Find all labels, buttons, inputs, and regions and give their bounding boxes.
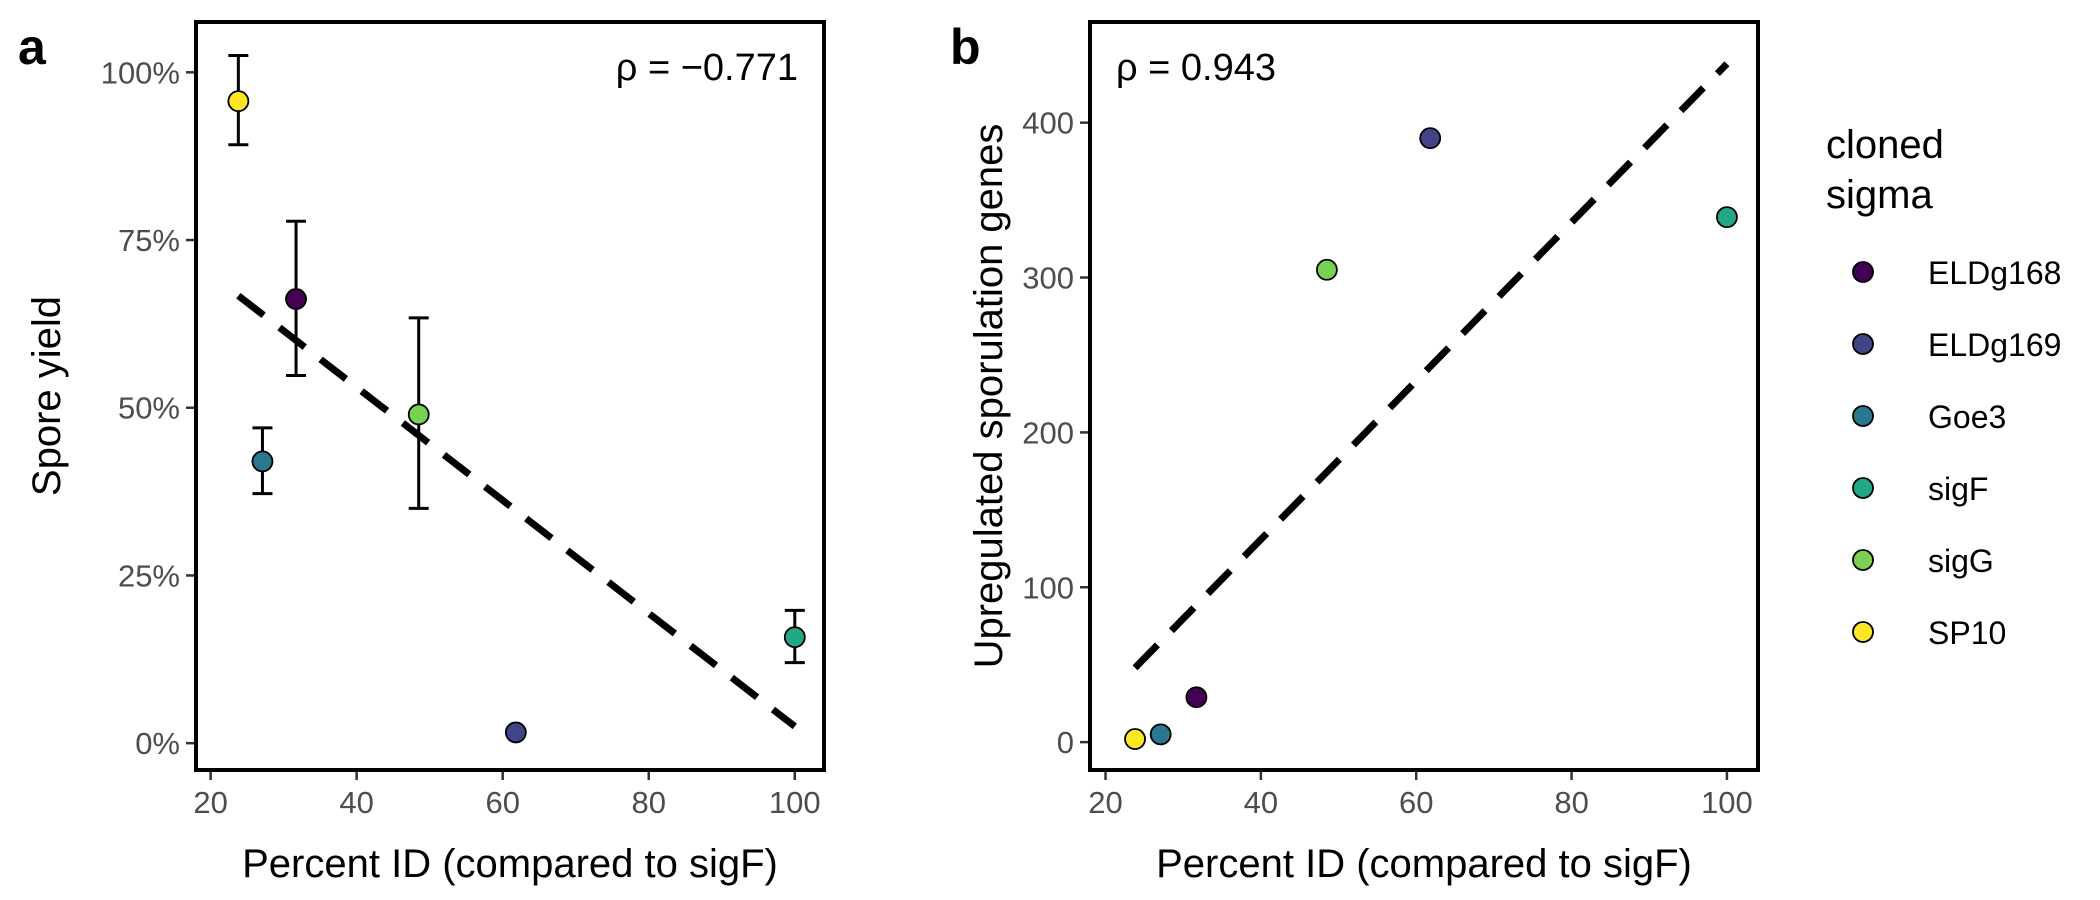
panel-b-rho-annotation: ρ = 0.943 (1116, 47, 1276, 89)
panel-b-x-tick-label: 20 (1088, 785, 1122, 820)
panel-a-x-axis-title: Percent ID (compared to sigF) (242, 842, 778, 886)
panel-a-x-tick-label: 60 (485, 785, 519, 820)
legend: cloned sigma ELDg168 ELDg169 Goe3 sigF sigG S… (1826, 123, 2061, 651)
panel-a-x-tick-label: 100 (769, 785, 821, 820)
panel-b-point-eldg168 (1185, 686, 1208, 709)
legend-item-goe3-label: Goe3 (1928, 399, 2006, 435)
legend-item-goe3-marker (1852, 405, 1874, 427)
panel-a-y-tick-label: 75% (118, 223, 180, 258)
panel-a-y-tick-label: 0% (135, 726, 180, 761)
panel-b-y-tick-label: 0 (1057, 725, 1074, 760)
panel-b-points (1124, 127, 1738, 750)
panel-b-point-eldg169 (1419, 127, 1442, 150)
legend-item-sp10-marker (1852, 621, 1874, 643)
panel-a-x-tick-label: 20 (193, 785, 227, 820)
panel-a-y-tick-label: 50% (118, 391, 180, 426)
panel-b-trend-line (1132, 61, 1730, 671)
legend-item-sp10-label: SP10 (1928, 615, 2006, 651)
panel-a-point-sigg (407, 403, 430, 426)
panel-a-point-sigf (783, 626, 806, 649)
panel-a-points (227, 90, 806, 744)
legend-title-line-2: sigma (1826, 173, 1933, 217)
panel-b-x-axis-title: Percent ID (compared to sigF) (1156, 842, 1692, 886)
legend-item-sigf-marker (1852, 477, 1874, 499)
panel-b-x-tick-label: 100 (1701, 785, 1753, 820)
panel-b-point-sp10 (1124, 728, 1146, 750)
panel-b-y-tick-label: 300 (1022, 261, 1074, 296)
legend-item-sigf-label: sigF (1928, 471, 1988, 507)
panel-b-y-tick-label: 400 (1022, 106, 1074, 141)
legend-item-sigg-label: sigG (1928, 543, 1994, 579)
legend-item-eldg169-marker (1852, 333, 1874, 355)
panel-b-point-sigf (1716, 206, 1738, 229)
panel-b-label: b (950, 19, 981, 75)
panel-b-trend-group (1132, 61, 1730, 671)
panel-b-y-tick-label: 100 (1022, 570, 1074, 605)
panel-b-frame (1088, 20, 1760, 772)
panel-a-x-tick-label: 40 (339, 785, 373, 820)
panel-a-point-eldg169 (504, 721, 527, 744)
panel-a-y-tick-label: 25% (118, 558, 180, 593)
panel-b-ticks: 20 40 60 80 100 0 100 200 300 400 (1022, 106, 1753, 820)
panel-a-ticks: 20 40 60 80 100 0% 25% 50% 75% 100% (101, 55, 821, 820)
panel-b: b 20 40 60 80 100 0 100 200 300 400 ρ = 0.943 Per… (950, 19, 1760, 886)
panel-a-y-axis-title: Spore yield (25, 296, 69, 496)
legend-item-eldg168-label: ELDg168 (1928, 255, 2061, 291)
panel-a-label: a (18, 19, 47, 75)
panel-b-x-tick-label: 40 (1244, 785, 1278, 820)
panel-b-point-goe3 (1149, 723, 1172, 746)
panel-a-point-eldg168 (285, 288, 307, 310)
panel-a-trend-line (236, 292, 797, 730)
panel-a-point-goe3 (251, 450, 274, 473)
panel-b-y-tick-label: 200 (1022, 415, 1074, 450)
panel-b-x-tick-label: 80 (1554, 785, 1588, 820)
legend-title-line-1: cloned (1826, 123, 1944, 167)
panel-a-rho-annotation: ρ = −0.771 (616, 47, 798, 89)
panel-a-frame (194, 20, 826, 772)
panel-b-point-sigg (1316, 258, 1338, 281)
legend-item-eldg169-label: ELDg169 (1928, 327, 2061, 363)
panel-a-y-tick-label: 100% (101, 55, 180, 90)
legend-item-eldg168-marker (1852, 261, 1874, 283)
panel-b-x-tick-label: 60 (1399, 785, 1433, 820)
panel-a-x-tick-label: 80 (632, 785, 666, 820)
panel-b-y-axis-title: Upregulated sporulation genes (967, 124, 1011, 669)
legend-item-sigg-marker (1852, 549, 1874, 571)
legend-items: ELDg168 ELDg169 Goe3 sigF sigG SP10 (1852, 255, 2061, 651)
panel-a-trend-group (236, 292, 797, 730)
panel-a-point-sp10 (227, 90, 250, 113)
